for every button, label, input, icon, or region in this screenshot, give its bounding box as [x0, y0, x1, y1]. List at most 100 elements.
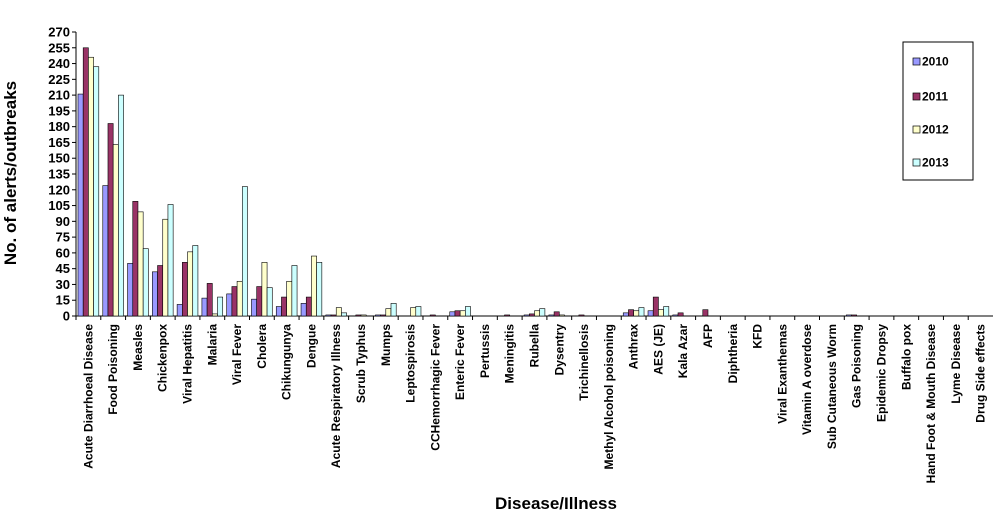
bar	[241, 186, 248, 317]
bar	[311, 255, 317, 317]
bar	[256, 286, 263, 317]
legend-label: 2012	[922, 123, 949, 137]
bar	[107, 123, 114, 317]
x-tick-label: Mumps	[379, 324, 393, 366]
bar	[261, 262, 268, 317]
y-tick-label: 225	[48, 72, 70, 87]
x-tick-label: Vitamin A overdose	[800, 324, 814, 435]
plot-area: 0153045607590105120135150165180195210225…	[48, 25, 993, 483]
y-tick-label: 120	[48, 182, 70, 197]
bar	[127, 263, 134, 317]
bar	[88, 56, 94, 317]
x-tick-label: Malaria	[205, 324, 219, 366]
bar	[291, 265, 298, 317]
x-axis-title: Disease/Illness	[495, 494, 617, 513]
bar	[380, 314, 387, 317]
bar	[137, 211, 144, 317]
x-tick-label: Buffalo pox	[899, 324, 913, 390]
bar	[82, 47, 89, 317]
bar	[335, 307, 342, 317]
bar	[355, 314, 362, 317]
bar	[375, 314, 381, 317]
bar	[316, 262, 323, 317]
bar	[152, 271, 158, 317]
y-tick-label: 135	[48, 167, 70, 182]
x-tick-label: Methyl Alcohol poisoning	[602, 324, 616, 470]
y-tick-label: 45	[56, 261, 70, 276]
y-tick-label: 105	[48, 198, 70, 213]
legend-swatch	[912, 125, 921, 134]
bar	[281, 296, 287, 317]
y-tick-label: 210	[48, 88, 70, 103]
bar	[192, 245, 199, 317]
bar	[77, 93, 84, 317]
bar	[182, 262, 188, 317]
bar	[162, 218, 169, 317]
bar	[633, 310, 640, 317]
x-tick-label: Epidemic Dropsy	[874, 324, 888, 422]
x-tick-label: Lyme Disease	[949, 324, 963, 404]
x-tick-label: Acute Diarrhoeal Disease	[81, 324, 95, 469]
bar	[638, 307, 645, 317]
legend-swatch	[912, 92, 921, 101]
x-tick-label: KFD	[751, 324, 765, 349]
y-tick-label: 195	[48, 103, 70, 118]
bar	[217, 296, 224, 317]
x-tick-label: Pertussis	[478, 324, 492, 378]
bar	[663, 306, 670, 317]
x-tick-label: Anthrax	[627, 324, 641, 370]
bar	[330, 314, 337, 317]
bar	[251, 298, 257, 317]
bar	[231, 286, 238, 317]
bar	[553, 311, 560, 317]
bar	[672, 314, 679, 317]
bar	[578, 314, 585, 317]
bar	[677, 312, 684, 317]
x-tick-label: Diphtheria	[726, 324, 740, 384]
bar	[652, 296, 659, 317]
y-tick-label: 240	[48, 56, 70, 71]
y-tick-label: 150	[48, 151, 70, 166]
bar	[558, 314, 565, 317]
x-tick-label: Kala Azar	[676, 324, 690, 379]
bar	[167, 204, 174, 317]
x-tick-label: Cholera	[255, 324, 269, 369]
y-tick-label: 75	[56, 230, 70, 245]
bar	[176, 304, 183, 317]
bar	[118, 94, 124, 317]
x-tick-label: Enteric Fever	[453, 324, 467, 400]
x-tick-label: Food Poisoning	[106, 324, 120, 415]
x-tick-label: Viral Fever	[230, 324, 244, 385]
legend-swatch	[912, 57, 921, 66]
y-tick-label: 30	[56, 277, 70, 292]
legend: 2010 2011 2012 2013	[902, 41, 974, 181]
bar	[187, 251, 194, 317]
bar	[266, 287, 273, 317]
bar	[226, 293, 233, 317]
bar	[142, 248, 149, 317]
bar	[275, 306, 282, 317]
x-tick-label: Dengue	[304, 324, 318, 368]
bar	[212, 313, 218, 317]
y-tick-label: 165	[48, 135, 70, 150]
x-tick-label: Dysentry	[552, 324, 566, 376]
bar	[622, 312, 629, 317]
bar	[341, 312, 347, 317]
x-tick-label: Scrub Typhus	[354, 324, 368, 403]
bar	[236, 280, 243, 317]
bar	[449, 311, 456, 317]
bar	[410, 307, 417, 317]
legend-swatch	[912, 158, 921, 167]
bar	[157, 265, 164, 317]
bar	[504, 314, 511, 317]
bar	[390, 303, 397, 317]
legend-label: 2011	[922, 90, 948, 104]
x-tick-label: Measles	[131, 324, 145, 371]
bar	[93, 66, 100, 317]
bar	[415, 306, 422, 317]
y-tick-label: 0	[63, 309, 70, 324]
bar	[702, 309, 709, 317]
x-tick-label: AFP	[701, 324, 715, 348]
x-tick-label: Leptospirosis	[404, 324, 418, 403]
